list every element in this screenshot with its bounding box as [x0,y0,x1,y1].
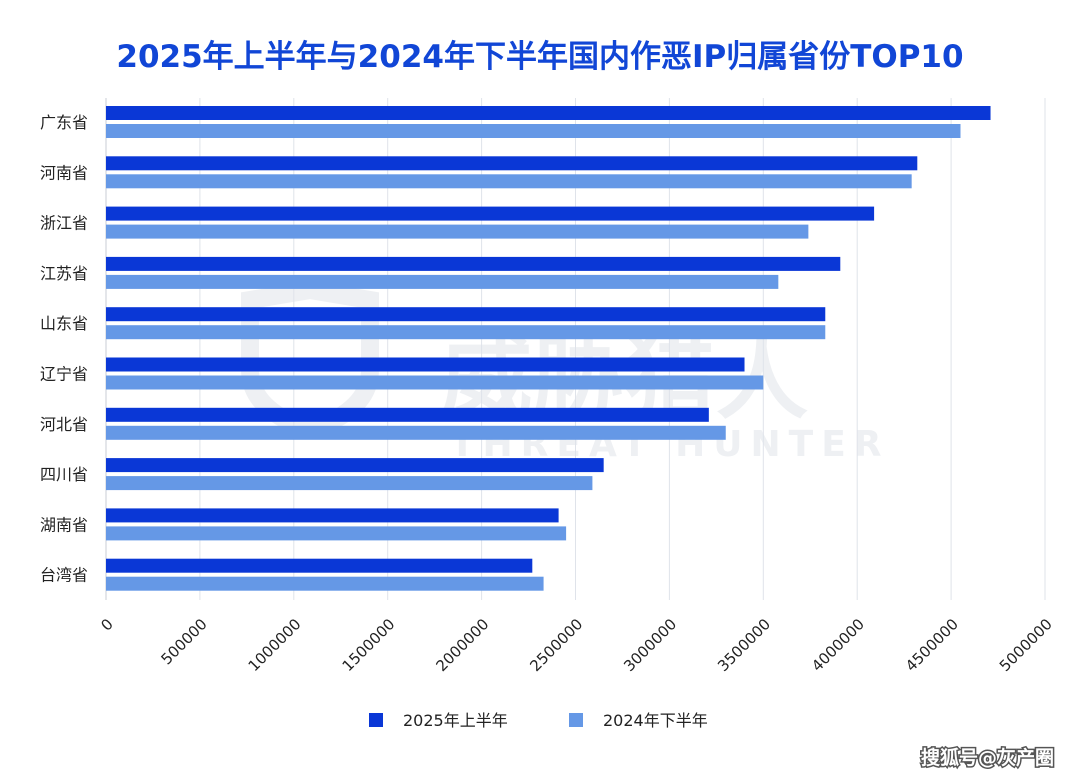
x-tick-label: 2500000 [526,615,586,675]
category-label: 四川省 [40,465,88,484]
category-label: 湖南省 [40,515,88,534]
bar-2024-1 [106,174,912,189]
bar-2025-7 [106,458,604,473]
legend-swatch-2024 [569,713,583,727]
x-tick-label: 2000000 [432,615,492,675]
chart-title: 2025年上半年与2024年下半年国内作恶IP归属省份TOP10 [116,39,963,75]
x-tick-label: 500000 [158,615,211,668]
category-label: 浙江省 [40,214,88,233]
bar-2025-4 [106,307,826,322]
bar-2025-1 [106,156,918,171]
bar-2025-2 [106,206,875,221]
bar-2025-5 [106,357,745,372]
category-label: 山东省 [40,314,88,333]
legend-swatch-2025 [369,713,383,727]
bar-2025-3 [106,256,841,271]
bar-2025-6 [106,407,709,422]
bar-2024-0 [106,124,961,138]
x-tick-label: 3500000 [714,615,774,675]
x-tick-labels: 0 500000 1000000 1500000 2000000 2500000 30000… [97,615,1055,675]
category-label: 河南省 [40,163,88,182]
bars [106,106,991,591]
x-tick-label: 0 [97,615,116,634]
bar-2025-9 [106,558,533,573]
legend-label-2025: 2025年上半年 [403,711,508,730]
bar-2025-8 [106,508,559,523]
x-tick-label: 1000000 [245,615,305,675]
credit-text: 搜狐号@灰产圈 [921,746,1054,769]
category-label: 广东省 [40,113,88,132]
x-tick-label: 4000000 [808,615,868,675]
legend-label-2024: 2024年下半年 [603,711,708,730]
bar-2025-0 [106,106,991,120]
category-label: 河北省 [40,415,88,434]
category-label: 江苏省 [40,264,88,283]
x-tick-label: 3000000 [620,615,680,675]
category-label: 台湾省 [40,566,88,585]
bar-2024-8 [106,526,567,541]
x-tick-label: 5000000 [996,615,1056,675]
bar-2024-9 [106,576,544,591]
bar-2024-5 [106,375,764,390]
category-label: 辽宁省 [40,365,88,384]
bar-2024-6 [106,425,726,440]
bar-2024-7 [106,476,593,491]
x-tick-label: 1500000 [339,615,399,675]
bar-2024-3 [106,274,779,289]
bar-2024-4 [106,325,826,340]
bar-2024-2 [106,224,809,239]
legend: 2025年上半年 2024年下半年 [369,711,708,730]
x-tick-label: 4500000 [902,615,962,675]
